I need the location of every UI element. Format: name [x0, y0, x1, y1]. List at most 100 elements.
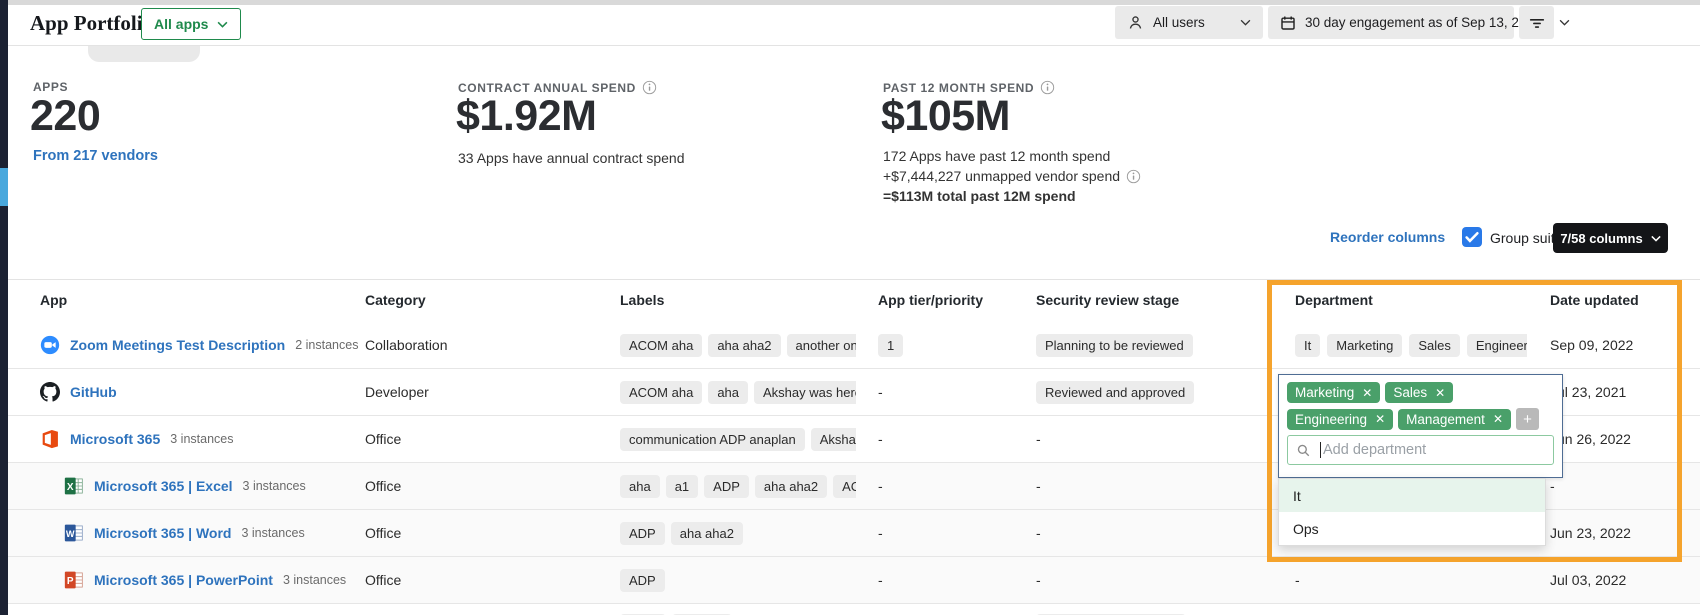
all-apps-dropdown[interactable]: All apps [141, 8, 242, 40]
app-name-link[interactable]: Microsoft 365 | PowerPoint [94, 572, 273, 588]
category-cell: Office [365, 525, 402, 541]
security-cell: - [1036, 463, 1041, 509]
tier-cell: - [878, 557, 883, 603]
filter-button[interactable] [1519, 6, 1554, 39]
category-cell: Office [365, 431, 402, 447]
col-labels: Labels [620, 292, 665, 308]
empty-value: - [1036, 478, 1041, 494]
vendors-link[interactable]: From 217 vendors [33, 148, 158, 164]
label-chip: Akshay was here [810, 427, 856, 451]
group-suites-label: Group suites [1490, 230, 1570, 246]
remove-department-icon[interactable]: ✕ [1362, 385, 1373, 400]
person-icon [1127, 14, 1144, 31]
label-chip: aha [708, 380, 749, 404]
category-cell: Developer [365, 384, 429, 400]
info-icon[interactable] [1040, 80, 1055, 95]
label-chip: aha aha2 [708, 333, 781, 357]
add-department-input[interactable]: Add department [1287, 435, 1554, 465]
calendar-icon [1280, 15, 1296, 31]
users-filter-label: All users [1153, 15, 1205, 30]
past12-spend-value: $105M [881, 92, 1010, 140]
scroll-tab-shape [88, 46, 200, 62]
group-suites-checkbox[interactable] [1462, 227, 1482, 247]
search-icon [1296, 443, 1311, 458]
department-chip: Marketing [1327, 333, 1403, 357]
text-caret [1320, 442, 1321, 458]
engagement-date-dropdown[interactable]: 30 day engagement as of Sep 13, 2022 [1268, 6, 1570, 39]
department-editor-popup: Marketing ✕ Sales ✕ Engineering ✕ Management ✕ +… [1278, 374, 1563, 478]
app-name-link[interactable]: Zoom Meetings Test Description [70, 337, 286, 353]
remove-department-icon[interactable]: ✕ [1492, 412, 1503, 426]
labels-cell: communication ADP anaplanAkshay was here [620, 416, 856, 462]
app-cell: X Microsoft 365 | Excel 3 instances [64, 463, 306, 509]
department-chip: Engineering [1466, 333, 1527, 357]
app-cell: W Microsoft 365 | Word 3 instances [64, 510, 305, 556]
instances-count: 3 instances [242, 479, 306, 493]
instances-count: 3 instances [241, 526, 305, 540]
security-stage-chip: Reviewed and approved [1036, 380, 1195, 404]
date-updated-cell: Jun 26, 2022 [1550, 431, 1631, 447]
selected-department-chip: Engineering ✕ [1287, 408, 1394, 430]
department-chip: Sales [1409, 333, 1460, 357]
tier-cell: - [878, 463, 883, 509]
app-name-link[interactable]: Microsoft 365 [70, 431, 161, 447]
tier-chip: 1 [878, 333, 904, 357]
label-chip: ACOM aha [620, 333, 703, 357]
table-row: P Microsoft 365 | PowerPoint 3 instances Of… [8, 557, 1700, 604]
zoom-icon [40, 335, 60, 355]
category-cell: Office [365, 572, 402, 588]
col-department: Department [1295, 292, 1373, 308]
department-option[interactable]: It [1279, 479, 1545, 512]
col-app: App [40, 292, 68, 308]
chevron-down-icon [1650, 235, 1661, 242]
app-name-link[interactable]: Microsoft 365 | Word [94, 525, 232, 541]
info-icon[interactable] [642, 80, 657, 95]
label-chip: aha aha2 [754, 474, 828, 498]
selected-department-chip: Sales ✕ [1385, 382, 1454, 403]
app-name-link[interactable]: GitHub [70, 384, 117, 400]
selected-department-label: Sales [1393, 385, 1428, 400]
app-cell: Microsoft 365 3 instances [40, 416, 233, 462]
info-icon[interactable] [1126, 169, 1141, 184]
past12-spend-label: PAST 12 MONTH SPEND [883, 80, 1055, 95]
label-chip: ACOM aha [833, 474, 856, 498]
category-cell: Office [365, 478, 402, 494]
instances-count: 3 instances [170, 432, 234, 446]
department-option[interactable]: Ops [1293, 520, 1319, 537]
app-name-link[interactable]: Microsoft 365 | Excel [94, 478, 233, 494]
date-updated-cell: Sep 09, 2022 [1550, 337, 1634, 353]
department-options-dropdown: It Ops [1278, 478, 1546, 546]
labels-cell: ACOM aha aha Akshay was here [620, 369, 856, 415]
date-updated-cell: - [1550, 478, 1555, 494]
users-filter-dropdown[interactable]: All users [1115, 6, 1263, 39]
labels-cell [620, 604, 856, 615]
excel-icon: X [64, 476, 84, 496]
department-cell[interactable]: - [1295, 557, 1527, 603]
security-cell: - [1036, 416, 1041, 462]
labels-cell: ADP aha aha2 [620, 510, 856, 556]
date-updated-cell: Jul 03, 2022 [1550, 572, 1627, 588]
empty-value: - [1295, 572, 1300, 588]
powerpoint-icon: P [64, 570, 84, 590]
columns-selector-button[interactable]: 7/58 columns [1553, 223, 1668, 253]
department-cell[interactable]: ItMarketingSalesEngineering [1295, 322, 1527, 368]
selected-departments: Marketing ✕ Sales ✕ Engineering ✕ Management ✕ + [1287, 382, 1554, 430]
past12-subtext-total: =$113M total past 12M spend [883, 188, 1076, 204]
table-row: Zoom Meetings Test Description 2 instance… [8, 322, 1700, 369]
label-chip: ADP [620, 521, 665, 545]
security-stage-chip: Planning to be reviewed [1036, 333, 1193, 357]
security-cell: - [1036, 510, 1041, 556]
all-apps-label: All apps [154, 16, 209, 32]
chevron-down-icon [1559, 19, 1570, 26]
reorder-columns-link[interactable]: Reorder columns [1330, 229, 1446, 245]
col-tier: App tier/priority [878, 292, 984, 308]
add-department-plus-button[interactable]: + [1516, 408, 1539, 430]
empty-value: - [1036, 525, 1041, 541]
remove-department-icon[interactable]: ✕ [1375, 412, 1386, 426]
selected-department-label: Marketing [1295, 385, 1355, 400]
selected-department-label: Engineering [1295, 411, 1368, 427]
app-cell: GitHub [40, 369, 117, 415]
remove-department-icon[interactable]: ✕ [1435, 385, 1446, 400]
department-chip: It [1295, 333, 1321, 357]
